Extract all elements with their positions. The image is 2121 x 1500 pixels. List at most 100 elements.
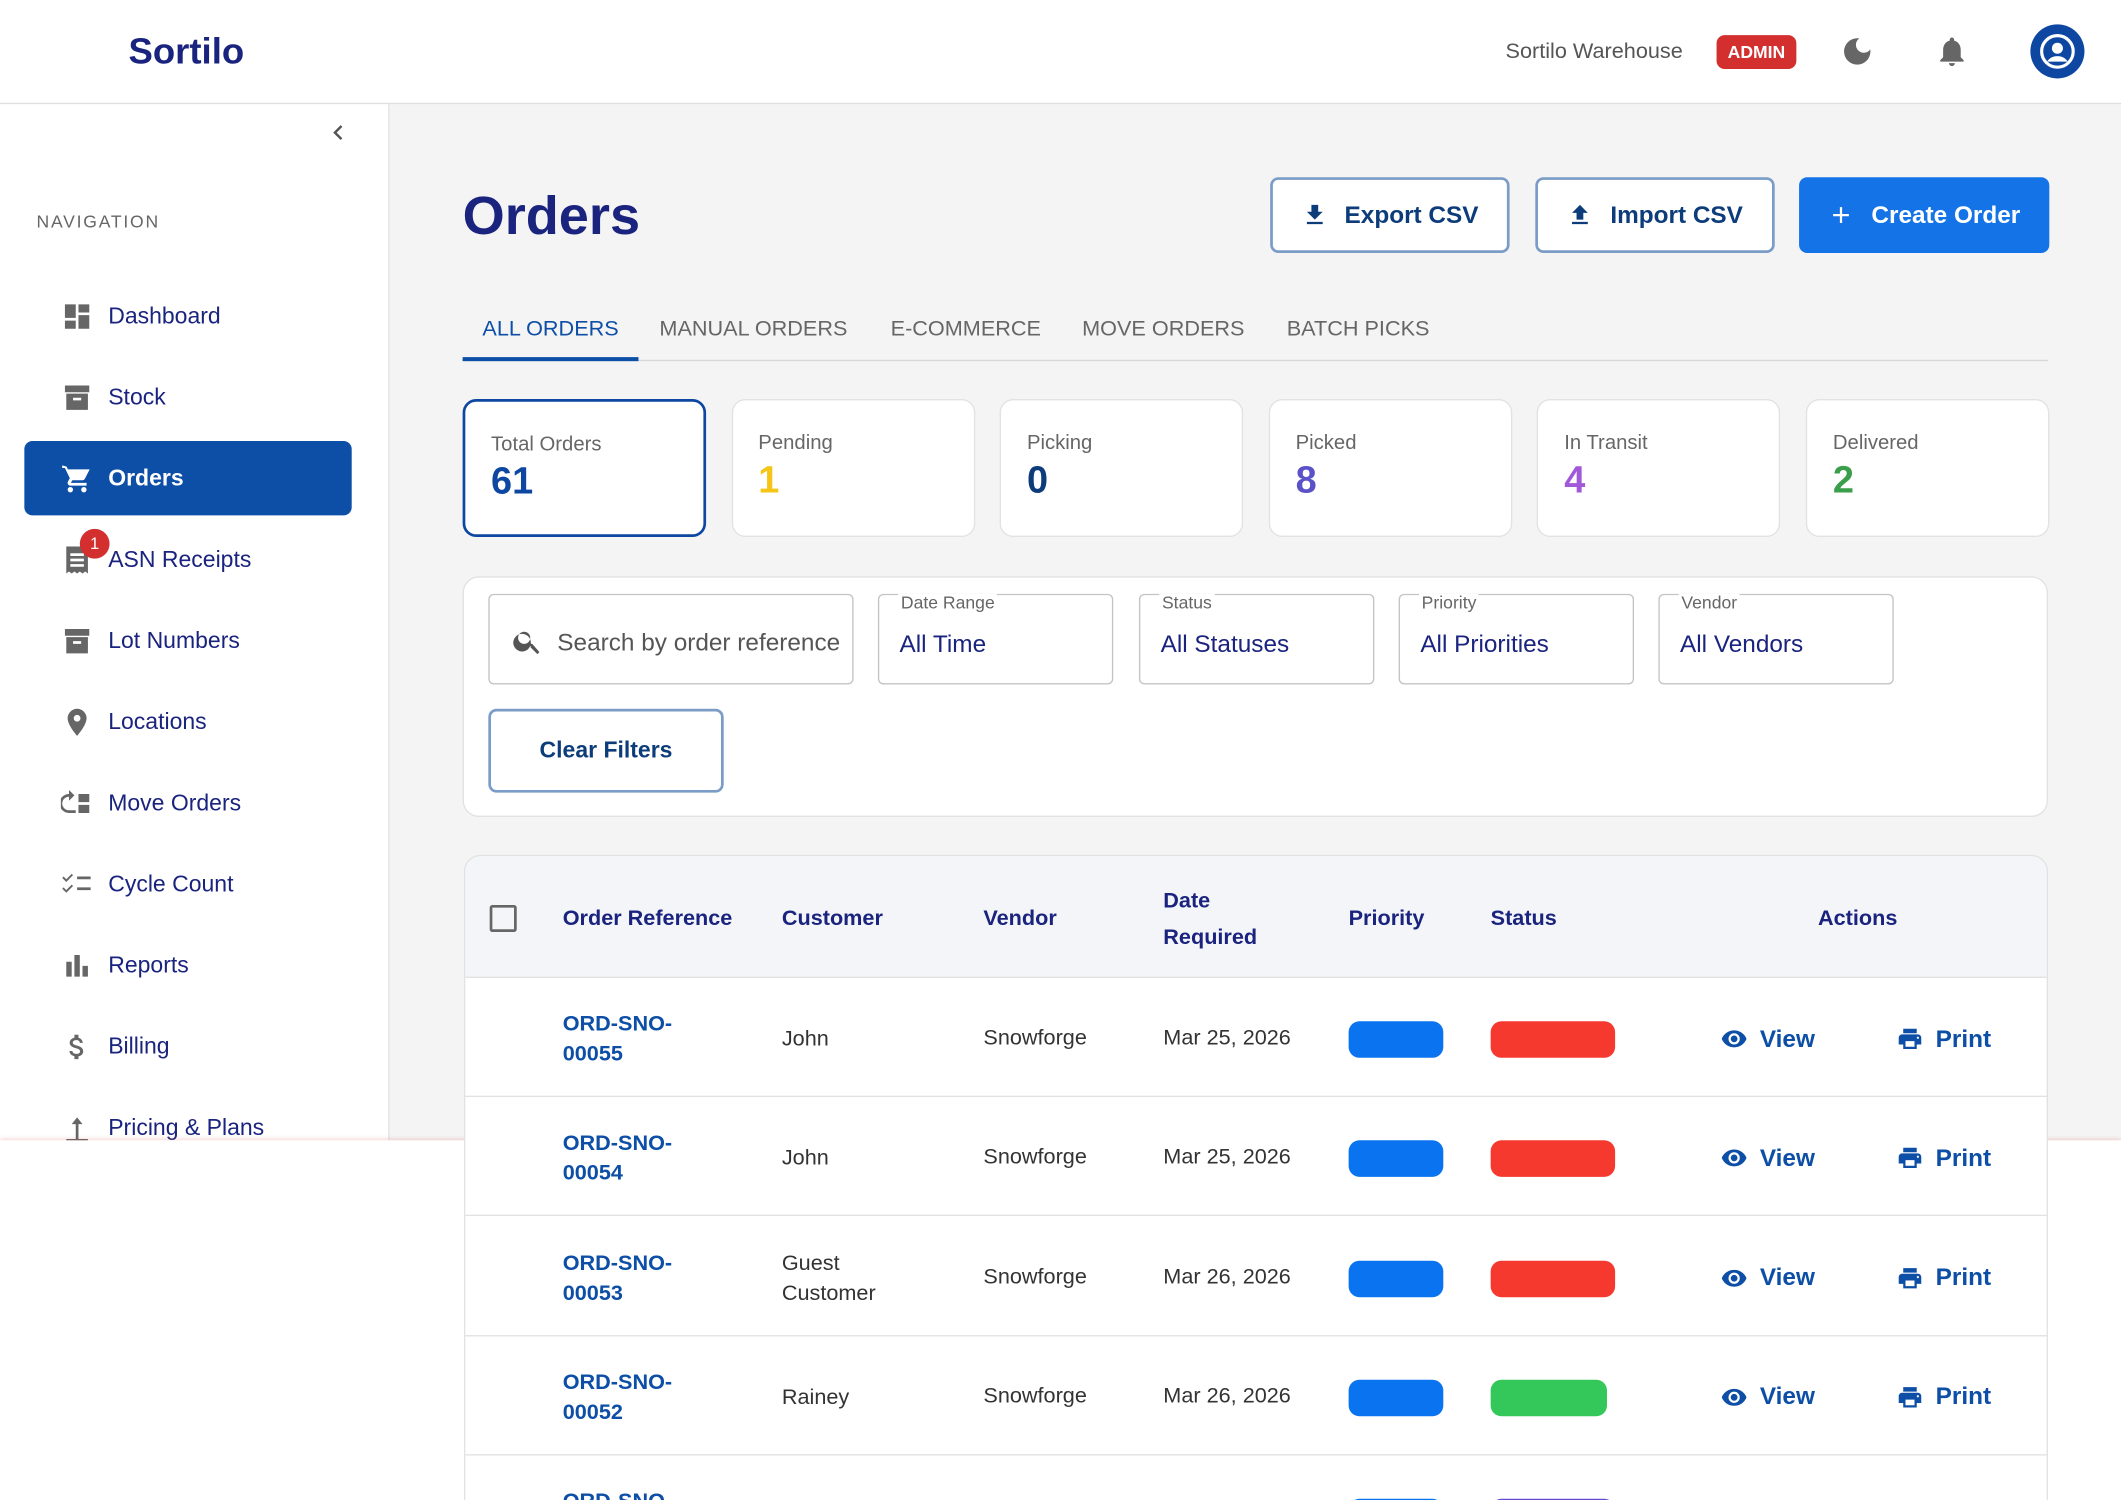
row-action[interactable]: Print <box>1896 1021 1991 1056</box>
order-reference[interactable]: ORD-SNO-00054 <box>562 1132 673 1186</box>
avatar[interactable] <box>2030 24 2085 79</box>
priority-pill <box>1348 1379 1444 1417</box>
tab-indicator <box>462 357 639 362</box>
filter-select[interactable]: Priority All Priorities <box>1398 593 1635 685</box>
order-reference[interactable]: ORD-SNO- <box>563 1488 692 1500</box>
nav-icon <box>59 787 93 819</box>
search-placeholder: Search by order reference <box>557 628 841 657</box>
tab[interactable]: BATCH PICKS <box>1286 317 1430 341</box>
row-action[interactable]: Print <box>1896 1260 1991 1295</box>
action-icon <box>1898 1028 1922 1050</box>
search-icon-svg <box>513 631 540 655</box>
priority-pill <box>1348 1140 1444 1178</box>
tab[interactable]: E-COMMERCE <box>890 317 1041 341</box>
column-header: Order Reference <box>562 907 733 931</box>
collapse-sidebar[interactable] <box>323 118 353 148</box>
filter-panel: Search by order reference Date Range All T… <box>462 576 2048 818</box>
table-row: ORD-SNO-00053 Guest Customer Snowforge Mar … <box>465 1217 2047 1336</box>
filter-label: Priority <box>1418 593 1480 611</box>
action-icon <box>1898 1267 1922 1288</box>
column-header: Status <box>1490 907 1557 931</box>
nav-item[interactable]: Dashboard <box>108 303 221 329</box>
nav-item[interactable]: Billing <box>108 1033 170 1060</box>
stat-card[interactable]: Delivered 2 <box>1805 399 2050 538</box>
nav-badge: 1 <box>79 528 110 559</box>
status-pill <box>1490 1021 1616 1058</box>
filter-select[interactable]: Vendor All Vendors <box>1658 593 1894 685</box>
filter-select[interactable]: Status All Statuses <box>1138 593 1375 685</box>
date-required: Mar 26, 2026 <box>1163 1384 1291 1408</box>
action-icon <box>1721 1269 1747 1287</box>
action-button[interactable]: Import CSV <box>1535 177 1775 253</box>
row-action[interactable]: Print <box>1896 1141 1991 1176</box>
nav-item[interactable]: Reports <box>108 952 189 978</box>
table-row: ORD-SNO-00052 Rainey Snowforge Mar 26, 2026… <box>465 1336 2047 1456</box>
nav-item[interactable]: ASN Receipts <box>108 546 252 573</box>
filter-label: Status <box>1159 593 1215 611</box>
orders-table: Order Reference Customer Vendor Date Requir… <box>463 854 2048 1500</box>
search-field[interactable]: Search by order reference <box>488 593 854 685</box>
row-action[interactable]: View <box>1721 1141 1815 1176</box>
nav-item[interactable]: Stock <box>108 384 166 410</box>
action-label: Print <box>1935 1263 1992 1291</box>
tab[interactable]: MANUAL ORDERS <box>659 317 848 341</box>
nav-item[interactable]: Pricing & Plans <box>108 1114 265 1141</box>
priority-pill <box>1348 1021 1444 1058</box>
tab[interactable]: ALL ORDERS <box>482 317 619 341</box>
avatar-icon-svg <box>2040 34 2075 69</box>
order-reference[interactable]: ORD-SNO-00053 <box>562 1252 673 1305</box>
action-button[interactable]: Create Order <box>1799 177 2050 253</box>
row-action[interactable]: View <box>1721 1380 1815 1415</box>
table-header <box>465 856 2047 978</box>
button-icon-svg <box>1833 207 1850 223</box>
action-button[interactable]: Export CSV <box>1270 177 1510 253</box>
stat-card[interactable]: Pending 1 <box>731 399 975 538</box>
stat-label: Picking <box>1026 431 1093 455</box>
nav-icon-svg <box>64 385 90 410</box>
priority-pill <box>1348 1260 1444 1297</box>
clear-filters[interactable]: Clear Filters <box>488 708 724 793</box>
nav-icon <box>61 1031 93 1063</box>
order-reference[interactable]: ORD-SNO-00055 <box>562 1013 673 1066</box>
stat-label: Delivered <box>1832 431 1919 455</box>
filter-label: Date Range <box>898 593 998 611</box>
nav-item[interactable]: Move Orders <box>108 789 242 816</box>
action-label: View <box>1759 1382 1815 1411</box>
row-action[interactable]: View <box>1721 1260 1815 1295</box>
table-row: ORD-SNO-00054 John Snowforge Mar 25, 2026 Vi… <box>465 1097 2047 1217</box>
stat-card[interactable]: Picking 0 <box>999 399 1244 538</box>
stat-card[interactable]: Picked 8 <box>1268 399 1513 538</box>
row-action[interactable]: Print <box>1896 1380 1991 1415</box>
select-all[interactable] <box>489 904 517 932</box>
action-icon <box>1898 1387 1922 1408</box>
filter-value: All Statuses <box>1160 630 1290 658</box>
order-reference[interactable]: ORD-SNO-00052 <box>562 1371 673 1425</box>
nav-item[interactable]: Locations <box>108 708 207 735</box>
nav-icon <box>61 300 93 332</box>
date-required: Mar 26, 2026 <box>1163 1265 1291 1289</box>
action-icon <box>1721 1030 1747 1048</box>
status-pill <box>1490 1260 1616 1297</box>
stat-card[interactable]: Total Orders 61 <box>462 399 707 538</box>
nav-item[interactable]: Orders <box>108 465 184 492</box>
nav-item[interactable]: Lot Numbers <box>108 627 240 654</box>
date-required: Mar 25, 2026 <box>1163 1026 1291 1050</box>
notifications[interactable] <box>1934 34 1969 69</box>
row-action[interactable]: View <box>1721 1021 1815 1056</box>
theme-toggle[interactable] <box>1840 34 1875 69</box>
nav-icon <box>61 706 93 738</box>
stat-card[interactable]: In Transit 4 <box>1537 399 1781 538</box>
filter-value: All Vendors <box>1680 630 1804 658</box>
button-label: Import CSV <box>1610 200 1743 228</box>
tab[interactable]: MOVE ORDERS <box>1082 317 1245 341</box>
nav-icon <box>61 1112 93 1144</box>
filter-select[interactable]: Date Range All Time <box>877 593 1114 685</box>
button-icon <box>1828 202 1855 229</box>
filter-label: Vendor <box>1678 593 1740 611</box>
nav-icon-svg <box>62 873 91 893</box>
nav-icon <box>61 463 93 495</box>
nav-item[interactable]: Cycle Count <box>108 871 234 897</box>
stat-value: 61 <box>491 459 534 502</box>
action-label: Print <box>1935 1382 1992 1411</box>
